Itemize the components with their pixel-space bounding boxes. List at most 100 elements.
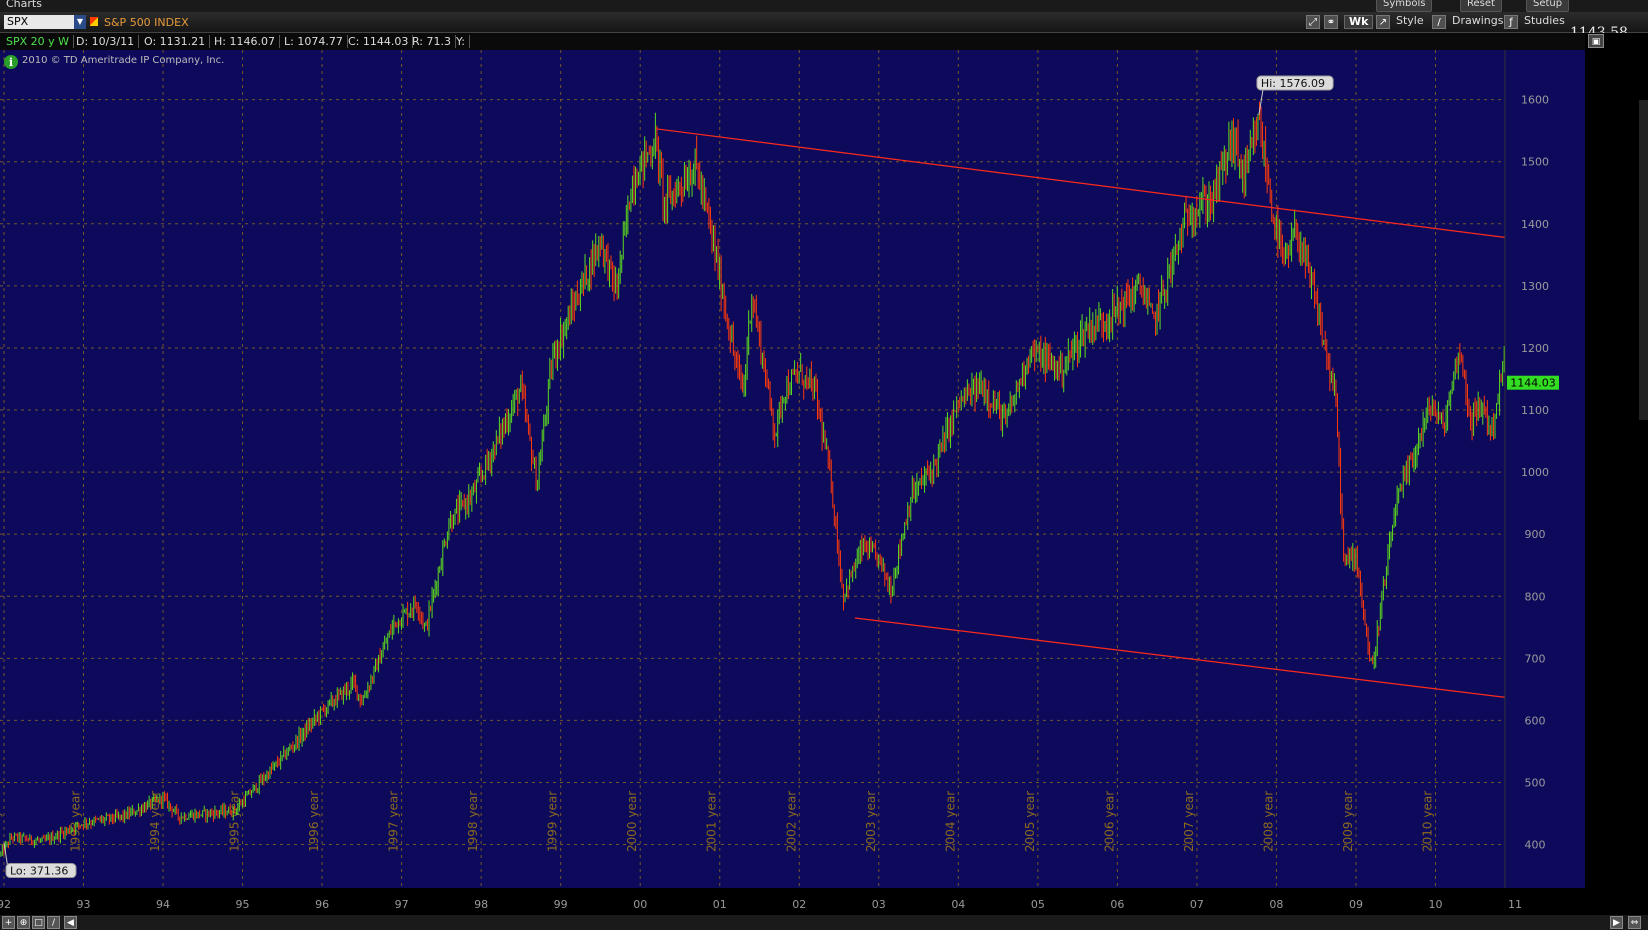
lo-label: Lo: 371.36	[5, 863, 77, 879]
bottom-toolbar: + ⊕ □ / ◀ ▶ ⇔	[0, 915, 1648, 930]
x-tick-label: 08	[1269, 898, 1283, 911]
symbols-button[interactable]: Symbols	[1376, 0, 1433, 12]
x-tick-label: 05	[1031, 898, 1045, 911]
style-menu[interactable]: Style	[1396, 14, 1424, 27]
year-separator-label: 2007 year	[1182, 791, 1196, 852]
x-tick-label: 02	[792, 898, 806, 911]
year-separator-label: 2000 year	[625, 791, 639, 852]
line-tool-icon[interactable]: /	[47, 916, 60, 929]
year-separator-label: 2006 year	[1102, 791, 1116, 852]
year-separator-label: 1997 year	[387, 791, 401, 852]
hi-label-box	[1256, 75, 1334, 91]
zoom-icon[interactable]: ⤢	[1306, 15, 1320, 29]
year-separator-label: 2010 year	[1420, 791, 1434, 852]
studies-menu[interactable]: Studies	[1524, 14, 1565, 27]
plot-background	[0, 50, 1585, 888]
y-tick-label: 700	[1525, 652, 1546, 665]
x-tick-label: 09	[1349, 898, 1363, 911]
close-readout: C: 1144.03	[344, 35, 414, 48]
x-tick-label: 10	[1428, 898, 1442, 911]
reset-button[interactable]: Reset	[1460, 0, 1502, 12]
year-separator-label: 1999 year	[546, 791, 560, 852]
y-tick-label: 1300	[1521, 280, 1549, 293]
lo-label-box	[5, 863, 77, 879]
y-tick-label: 1000	[1521, 466, 1549, 479]
charts-tab[interactable]: Charts	[6, 0, 42, 10]
x-tick-label: 04	[951, 898, 965, 911]
x-tick-label: 01	[713, 898, 727, 911]
y-tick-label: 600	[1525, 714, 1546, 727]
copyright-text: 2010 © TD Ameritrade IP Company, Inc.	[22, 55, 224, 66]
drawings-menu[interactable]: Drawings	[1452, 14, 1504, 27]
scroll-right-icon[interactable]: ▶	[1610, 916, 1623, 929]
pan-icon[interactable]: +	[2, 916, 15, 929]
price-chart[interactable]: 1992 year 1993 year 1994 year 1995 year 1996…	[0, 50, 1585, 915]
low-readout: L: 1074.77	[280, 35, 348, 48]
right-scrollbar[interactable]	[1639, 100, 1648, 420]
lo-label-text: Lo: 371.36	[10, 865, 68, 878]
trendline	[854, 617, 1583, 708]
setup-button[interactable]: Setup	[1526, 0, 1570, 12]
crosshair-icon[interactable]: ⊕	[17, 916, 30, 929]
x-tick-label: 99	[554, 898, 568, 911]
x-tick-label: 03	[872, 898, 886, 911]
select-icon[interactable]: □	[32, 916, 45, 929]
studies-icon[interactable]: ƒ	[1504, 15, 1518, 29]
year-separator-label: 2002 year	[784, 791, 798, 852]
symbol-input[interactable]: SPX	[4, 15, 74, 29]
link-icon[interactable]: ⚭	[1324, 15, 1338, 29]
y-tick-label: 900	[1525, 528, 1546, 541]
study-label: SPX 20 y W	[2, 35, 75, 48]
y-tick-label: 500	[1525, 776, 1546, 789]
x-axis[interactable]: 92 93 94 95 96 97 98 99 00 01 02 03 04 05 06 07 08 09 10 11	[0, 888, 1585, 915]
trendlines[interactable]	[656, 128, 1583, 708]
range-readout: R: 71.3	[408, 35, 456, 48]
x-tick-label: 96	[315, 898, 329, 911]
year-separator-label: 2001 year	[705, 791, 719, 852]
year-separator-label: 2003 year	[864, 791, 878, 852]
svg-text:i: i	[9, 56, 13, 69]
x-tick-label: 98	[474, 898, 488, 911]
year-separator-label: 1996 year	[307, 791, 321, 852]
x-tick-label: 00	[633, 898, 647, 911]
x-axis-background	[0, 888, 1585, 915]
expand-icon[interactable]: ⇔	[1628, 916, 1641, 929]
style-icon[interactable]: ↗	[1376, 15, 1390, 29]
x-tick-label: 07	[1190, 898, 1204, 911]
y-tick-label: 1600	[1521, 94, 1549, 107]
symbol-description: S&P 500 INDEX	[104, 16, 189, 29]
x-tick-label: 06	[1110, 898, 1124, 911]
y-tick-label: 800	[1525, 590, 1546, 603]
info-icon[interactable]: i	[4, 55, 18, 69]
year-separator-label: 2004 year	[943, 791, 957, 852]
y-tick-label: 1500	[1521, 156, 1549, 169]
x-tick-label: 92	[0, 898, 11, 911]
trendline	[656, 128, 1583, 248]
y-tick-label: 1200	[1521, 342, 1549, 355]
x-tick-label: 93	[77, 898, 91, 911]
drawings-icon[interactable]: /	[1432, 15, 1446, 29]
year-separator-label: 2009 year	[1341, 791, 1355, 852]
chart-settings-icon[interactable]: ▣	[1588, 34, 1604, 48]
x-tick-label: 95	[236, 898, 250, 911]
open-readout: O: 1131.21	[140, 35, 211, 48]
horizontal-gridlines	[0, 99, 1505, 846]
price-tag: 1144.03	[1507, 375, 1559, 390]
year-separator-label: 1992 year	[0, 791, 3, 852]
symbol-dropdown-icon[interactable]: ▼	[74, 15, 86, 29]
year-separator-label: 2005 year	[1023, 791, 1037, 852]
y-readout: Y:	[452, 35, 470, 48]
period-button[interactable]: Wk	[1344, 15, 1374, 29]
x-tick-label: 11	[1508, 898, 1522, 911]
y-tick-label: 1400	[1521, 218, 1549, 231]
year-separator-label: 1998 year	[466, 791, 480, 852]
hi-leader	[1258, 89, 1264, 115]
scroll-left-icon[interactable]: ◀	[64, 916, 77, 929]
y-axis[interactable]: 400 500 600 700 800 900 1000 1100 1200 1300 1400 15…	[1504, 50, 1585, 888]
y-tick-label: 1100	[1521, 404, 1549, 417]
chart-annotations: Hi: 1576.09 Lo: 371.36	[3, 75, 1334, 879]
right-sidebar	[1585, 33, 1648, 923]
high-readout: H: 1146.07	[210, 35, 280, 48]
chart-toolbar: SPX ▼ S&P 500 INDEX ⤢ ⚭ Wk ↗ Style / Dra…	[0, 12, 1648, 41]
ohlc-infobar: SPX 20 y W D: 10/3/11 O: 1131.21 H: 1146…	[0, 33, 1648, 50]
